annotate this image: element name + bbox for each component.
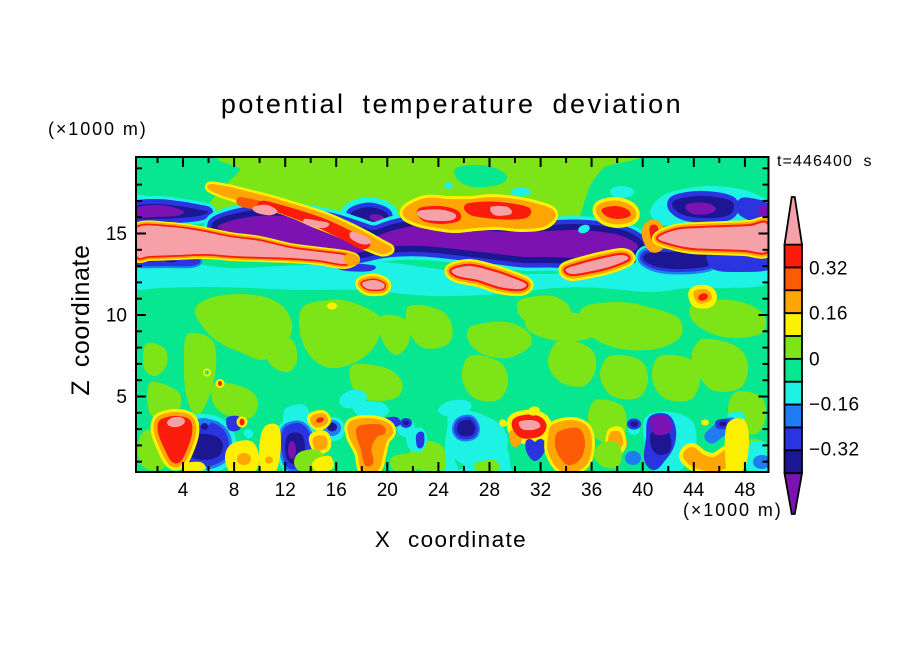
svg-text:40: 40 bbox=[632, 480, 653, 501]
svg-text:t=446400 s: t=446400 s bbox=[777, 153, 873, 170]
svg-text:8: 8 bbox=[229, 480, 240, 501]
svg-text:0.32: 0.32 bbox=[809, 259, 848, 280]
svg-text:0: 0 bbox=[809, 350, 820, 371]
svg-text:5: 5 bbox=[116, 387, 127, 408]
svg-text:(×1000 m): (×1000 m) bbox=[683, 500, 783, 520]
svg-text:−0.32: −0.32 bbox=[809, 440, 860, 461]
svg-text:4: 4 bbox=[178, 480, 189, 501]
svg-text:0.16: 0.16 bbox=[809, 304, 848, 325]
svg-text:(×1000 m): (×1000 m) bbox=[48, 119, 148, 139]
svg-text:32: 32 bbox=[530, 480, 551, 501]
svg-text:20: 20 bbox=[377, 480, 398, 501]
svg-text:36: 36 bbox=[581, 480, 602, 501]
svg-text:24: 24 bbox=[428, 480, 450, 501]
svg-text:Z coordinate: Z coordinate bbox=[67, 244, 95, 395]
svg-text:44: 44 bbox=[683, 480, 705, 501]
svg-text:X coordinate: X coordinate bbox=[375, 527, 527, 552]
svg-text:48: 48 bbox=[734, 480, 755, 501]
svg-text:28: 28 bbox=[479, 480, 500, 501]
svg-text:potential temperature deviatio: potential temperature deviation bbox=[221, 89, 683, 119]
svg-text:10: 10 bbox=[106, 306, 127, 327]
svg-text:16: 16 bbox=[326, 480, 347, 501]
svg-text:−0.16: −0.16 bbox=[809, 395, 860, 416]
svg-text:12: 12 bbox=[275, 480, 296, 501]
svg-text:15: 15 bbox=[106, 224, 127, 245]
